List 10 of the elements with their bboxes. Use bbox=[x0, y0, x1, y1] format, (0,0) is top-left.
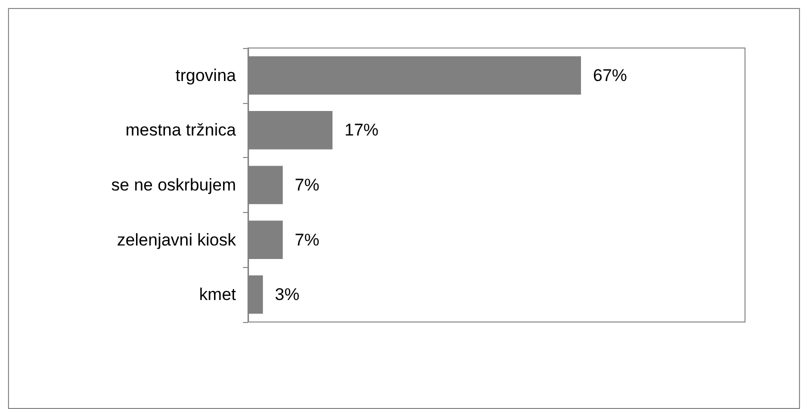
data-label: 7% bbox=[294, 230, 320, 250]
y-tick-label: se ne oskrbujem bbox=[111, 176, 236, 194]
y-tick-label: trgovina bbox=[176, 66, 237, 85]
data-label: 17% bbox=[344, 120, 379, 140]
data-label: 3% bbox=[274, 285, 300, 304]
y-tick-label: zelenjavni kiosk bbox=[116, 230, 236, 250]
data-label: 7% bbox=[294, 176, 320, 194]
data-label: 67% bbox=[592, 66, 628, 85]
y-tick-label: kmet bbox=[199, 285, 236, 304]
y-tick-label: mestna tržnica bbox=[125, 120, 237, 140]
